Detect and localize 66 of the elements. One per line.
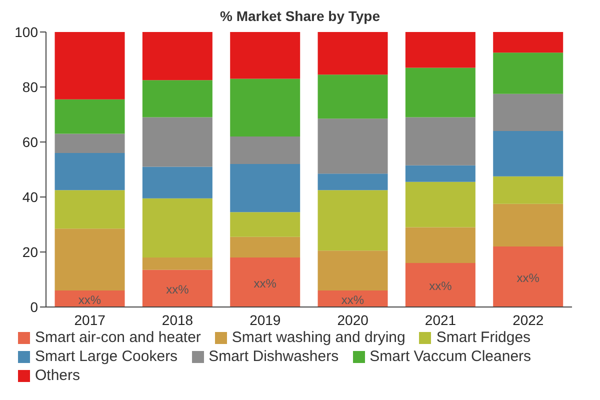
y-tick-label: 40	[22, 188, 38, 205]
bar	[405, 68, 476, 118]
legend-label: Smart Dishwashers	[208, 348, 339, 365]
bar	[493, 52, 564, 94]
bar	[493, 176, 564, 204]
data-label: xx%	[166, 282, 190, 296]
y-tick-label: 100	[14, 24, 38, 40]
bar	[230, 164, 300, 212]
x-tick-label: 2017	[74, 312, 106, 328]
bar	[54, 228, 125, 290]
bar	[230, 212, 300, 237]
x-tick-label: 2022	[512, 312, 544, 328]
bar	[230, 258, 300, 307]
bar	[142, 198, 212, 258]
legend-label: Smart Large Cookers	[35, 348, 178, 365]
bar	[142, 258, 212, 270]
data-label: xx%	[341, 292, 364, 307]
data-label: xx%	[78, 292, 102, 307]
bar	[230, 236, 300, 258]
bar	[230, 136, 300, 164]
bar	[405, 263, 476, 307]
bar	[54, 32, 125, 100]
bar	[54, 190, 125, 229]
bar	[318, 74, 388, 119]
data-label: xx%	[429, 279, 452, 293]
bar	[142, 270, 212, 307]
bar	[493, 32, 564, 53]
bar	[230, 32, 300, 79]
x-tick-label: 2019	[250, 312, 281, 328]
bar	[142, 166, 212, 198]
bar	[230, 78, 300, 136]
legend-label: Smart washing and drying	[232, 329, 406, 346]
x-tick-label: 2020	[337, 312, 369, 328]
bar	[142, 32, 212, 80]
bar	[318, 190, 388, 251]
bar	[493, 94, 564, 131]
bar	[54, 99, 125, 134]
bar	[405, 182, 476, 228]
bar	[318, 174, 388, 190]
legend-label: Others	[35, 367, 80, 384]
bar	[54, 153, 125, 190]
chart-title: % Market Share by Type	[220, 8, 380, 24]
bar	[493, 204, 564, 246]
x-tick-label: 2018	[162, 312, 194, 328]
data-label: xx%	[254, 276, 277, 290]
bar	[142, 117, 212, 167]
y-tick-label: 80	[22, 78, 38, 95]
bar	[318, 118, 388, 174]
y-tick-label: 60	[22, 134, 38, 150]
y-tick-label: 20	[22, 244, 38, 260]
bar	[405, 165, 476, 182]
bar	[318, 32, 388, 75]
bar	[493, 246, 564, 307]
bar	[54, 134, 125, 153]
bar	[405, 227, 476, 263]
bar	[493, 131, 564, 176]
data-label: xx%	[516, 270, 540, 285]
legend-label: Smart Vaccum Cleaners	[370, 348, 532, 365]
bar	[405, 117, 476, 166]
legend-label: Smart air-con and heater	[35, 329, 201, 346]
y-tick-label: 0	[30, 298, 38, 315]
bar	[142, 80, 212, 118]
bar	[405, 32, 476, 68]
x-tick-label: 2021	[424, 312, 456, 328]
bar	[318, 250, 388, 290]
legend-label: Smart Fridges	[436, 329, 531, 346]
